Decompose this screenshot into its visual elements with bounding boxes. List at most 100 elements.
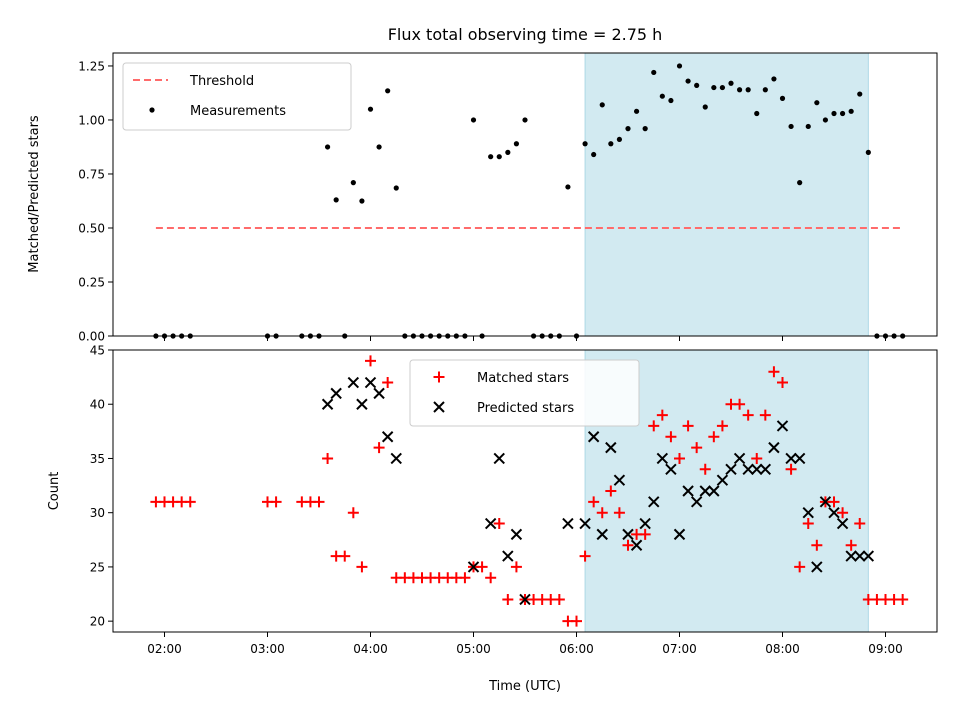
predicted-stars-point (751, 463, 763, 476)
measurements-point (771, 76, 777, 82)
matched-stars-point (665, 431, 677, 443)
y-tick-label: 30 (90, 506, 105, 520)
y-tick-label: 0.00 (78, 330, 105, 344)
count-panel: Count Time (UTC) 20 25 30 35 40 45 02:00 03:00 0… (47, 344, 938, 694)
predicted-stars-point (579, 517, 591, 530)
predicted-stars-point (347, 376, 360, 389)
measurements-point (470, 117, 477, 123)
predicted-stars-point (321, 398, 334, 410)
x-tick-label: 05:00 (456, 642, 491, 656)
measurements-point (505, 149, 511, 155)
matched-stars-point (322, 452, 334, 464)
matched-stars-point (553, 593, 565, 605)
measurements-point (565, 184, 571, 190)
measurements-point (488, 154, 494, 160)
y-tick-label: 0.75 (78, 167, 105, 181)
predicted-stars-point (639, 517, 651, 530)
measurements-point (582, 141, 588, 147)
matched-stars-point (485, 572, 497, 584)
predicted-stars-point (373, 387, 385, 400)
predicted-stars-point (364, 376, 377, 389)
measurements-point (633, 108, 640, 114)
matched-stars-point (734, 398, 746, 410)
legend-swatch-measurements (149, 107, 155, 113)
predicted-stars-point (733, 452, 746, 465)
y-tick-label: 0.25 (78, 275, 105, 289)
x-tick-label: 08:00 (765, 642, 800, 656)
measurements-point (762, 87, 768, 93)
predicted-stars-point (759, 463, 772, 476)
predicted-stars-point (390, 452, 402, 465)
plot-frame-ratio (112, 52, 938, 337)
matched-stars-point (313, 496, 325, 508)
measurements-point (350, 180, 356, 186)
matched-stars-point (605, 485, 617, 497)
predicted-stars-point (836, 517, 849, 530)
measurements-point (359, 198, 365, 204)
chart-title: Flux total observing time = 2.75 h (388, 25, 663, 44)
predicted-stars-point (665, 463, 677, 476)
matched-stars-point (785, 463, 797, 475)
predicted-stars-point (811, 561, 823, 573)
predicted-stars-point (502, 550, 514, 562)
measurements-point (522, 117, 528, 123)
measurements-point (324, 144, 331, 150)
y-tick-label: 45 (90, 344, 105, 358)
plot-frame-count (112, 349, 938, 633)
measurements-point (754, 110, 760, 117)
predicted-stars-point (519, 593, 531, 606)
predicted-stars-point (776, 420, 789, 432)
predicted-stars-point (673, 528, 686, 541)
matched-stars-point (751, 452, 763, 464)
matched-stars-point (768, 366, 780, 378)
predicted-stars-point (845, 550, 857, 562)
predicted-stars-point (785, 452, 797, 465)
predicted-stars-point (596, 528, 608, 541)
legend-box (409, 359, 640, 427)
observing-window-shade (584, 52, 869, 337)
matched-stars-point (622, 539, 634, 551)
predicted-stars-point (605, 441, 617, 454)
measurements-point (779, 95, 786, 101)
measurements-point (659, 93, 665, 99)
measurements-point (376, 144, 382, 150)
matched-stars-point (347, 507, 359, 519)
predicted-stars-point (793, 452, 806, 465)
matched-stars-point (493, 518, 505, 530)
predicted-stars-point (828, 506, 840, 519)
measurements-point (385, 88, 391, 94)
measurements-point (857, 91, 863, 97)
predicted-stars-point (699, 485, 711, 497)
predicted-stars-point (742, 463, 754, 476)
predicted-stars-point (682, 485, 694, 497)
measurements-point (702, 104, 708, 110)
matched-stars-point (837, 507, 849, 519)
measurements-point (591, 151, 597, 158)
y-axis-label-count: Count (47, 472, 62, 511)
predicted-stars-point (802, 506, 814, 519)
matched-stars-point (459, 572, 471, 584)
predicted-stars-point (656, 452, 669, 465)
measurements-point (513, 141, 520, 147)
measurements-point (333, 197, 339, 203)
measurements-point (642, 126, 648, 132)
matched-stars-point (339, 550, 351, 562)
matched-stars-point (656, 409, 668, 421)
predicted-stars-point (854, 550, 866, 562)
predicted-stars-point (484, 517, 497, 530)
matched-stars-point (579, 550, 591, 562)
predicted-stars-point (690, 496, 703, 508)
x-tick-label: 06:00 (559, 642, 594, 656)
matched-stars-point (502, 593, 514, 605)
matched-stars-point (777, 377, 788, 389)
matched-stars-point (845, 539, 857, 551)
matched-stars-point (897, 593, 909, 605)
ratio-panel: Flux total observing time = 2.75 h Match… (27, 25, 938, 344)
x-tick-label: 03:00 (250, 642, 285, 656)
y-axis-label-ratio: Matched/Predicted stars (27, 115, 42, 273)
matched-stars-point (184, 496, 196, 508)
measurements-point (814, 100, 820, 106)
predicted-stars-point (381, 431, 394, 443)
x-axis-label: Time (UTC) (488, 679, 561, 694)
